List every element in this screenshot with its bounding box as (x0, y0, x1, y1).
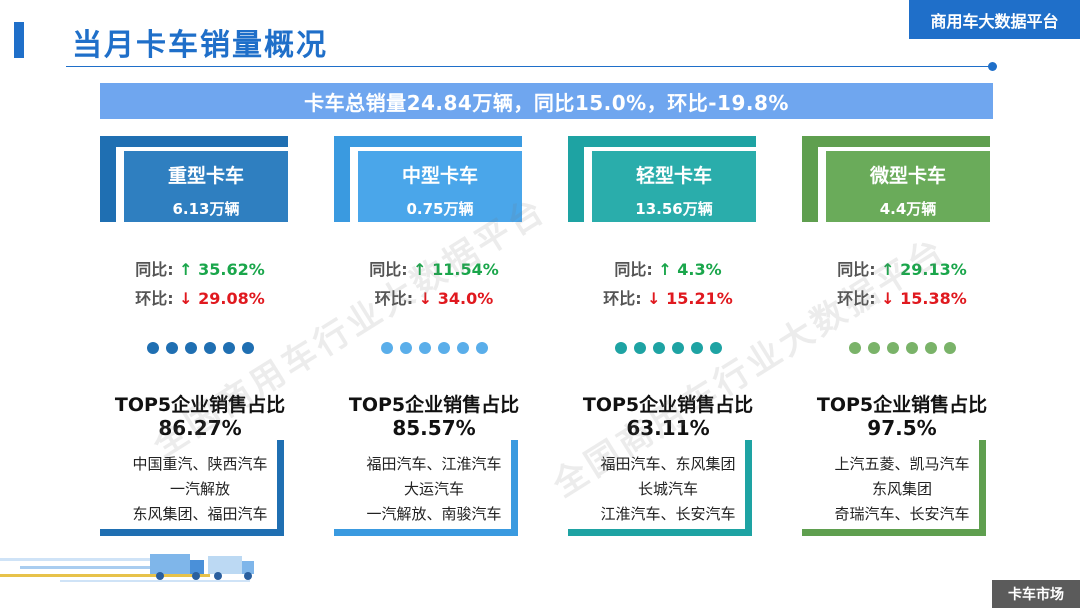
page-title: 当月卡车销量概况 (72, 28, 328, 63)
category-name: 微型卡车 (869, 165, 946, 187)
yoy-stat: 同比: ↑ 11.54% (369, 260, 499, 279)
category-light: 轻型卡车 13.56万辆 同比: ↑ 4.3% 环比: ↓ 15.21% TOP… (568, 136, 768, 546)
divider-end-dot (988, 62, 997, 71)
list-frame (568, 529, 752, 536)
title-accent-bar (14, 22, 24, 58)
mom-value: ↓ 34.0% (418, 289, 494, 308)
mom-stat: 环比: ↓ 15.38% (837, 289, 967, 308)
top5-pct: 63.11% (626, 416, 710, 440)
dot-divider (568, 342, 768, 354)
top5-pct: 86.27% (158, 416, 242, 440)
list-frame (745, 440, 752, 536)
list-frame (511, 440, 518, 536)
top5-label: TOP5企业销售占比 (114, 394, 286, 416)
list-item: 长城汽车 (637, 480, 698, 498)
list-item: 一汽解放 (169, 480, 230, 498)
category-volume: 13.56万辆 (635, 200, 713, 218)
yoy-value: ↑ 29.13% (881, 260, 967, 279)
tile-frame (802, 136, 990, 222)
category-volume: 0.75万辆 (406, 200, 474, 218)
category-tile: 微型卡车 4.4万辆 (826, 151, 990, 222)
mom-value: ↓ 29.08% (179, 289, 265, 308)
list-item: 江淮汽车、长安汽车 (600, 505, 736, 523)
category-volume: 6.13万辆 (172, 200, 240, 218)
category-name: 轻型卡车 (635, 165, 712, 187)
title-divider (66, 66, 992, 67)
yoy-stat: 同比: ↑ 4.3% (614, 260, 722, 279)
category-mini: 微型卡车 4.4万辆 同比: ↑ 29.13% 环比: ↓ 15.38% TOP… (802, 136, 1002, 546)
list-item: 上汽五菱、凯马汽车 (834, 455, 970, 473)
category-heavy: 重型卡车 6.13万辆 同比: ↑ 35.62% 环比: ↓ 29.08% TO… (100, 136, 300, 546)
list-frame (277, 440, 284, 536)
list-frame (334, 529, 518, 536)
category-medium: 中型卡车 0.75万辆 同比: ↑ 11.54% 环比: ↓ 34.0% TOP… (334, 136, 534, 546)
list-item: 福田汽车、东风集团 (600, 455, 736, 473)
top5-label: TOP5企业销售占比 (582, 394, 754, 416)
tile-frame (100, 136, 288, 222)
platform-badge: 商用车大数据平台 (909, 0, 1080, 39)
list-frame (979, 440, 986, 536)
top5-label: TOP5企业销售占比 (348, 394, 520, 416)
list-item: 福田汽车、江淮汽车 (366, 455, 502, 473)
company-list: 福田汽车、江淮汽车 大运汽车 一汽解放、南骏汽车 (334, 452, 534, 527)
list-item: 东风集团 (871, 480, 932, 498)
tile-frame (334, 136, 522, 222)
top5-pct: 85.57% (392, 416, 476, 440)
dot-divider (334, 342, 534, 354)
list-frame (100, 529, 284, 536)
mom-value: ↓ 15.21% (647, 289, 733, 308)
category-name: 重型卡车 (167, 165, 244, 187)
yoy-stat: 同比: ↑ 35.62% (135, 260, 265, 279)
list-item: 大运汽车 (403, 480, 464, 498)
yoy-stat: 同比: ↑ 29.13% (837, 260, 967, 279)
footer-tag: 卡车市场 (992, 580, 1080, 608)
mom-stat: 环比: ↓ 29.08% (135, 289, 265, 308)
category-tile: 重型卡车 6.13万辆 (124, 151, 288, 222)
yoy-value: ↑ 4.3% (658, 260, 722, 279)
summary-banner: 卡车总销量24.84万辆，同比15.0%，环比-19.8% (100, 83, 993, 119)
top5-label: TOP5企业销售占比 (816, 394, 988, 416)
company-list: 福田汽车、东风集团 长城汽车 江淮汽车、长安汽车 (568, 452, 768, 527)
list-frame (802, 529, 986, 536)
list-item: 一汽解放、南骏汽车 (366, 505, 502, 523)
list-item: 中国重汽、陕西汽车 (132, 455, 268, 473)
yoy-value: ↑ 11.54% (413, 260, 499, 279)
list-item: 东风集团、福田汽车 (132, 505, 268, 523)
mom-value: ↓ 15.38% (881, 289, 967, 308)
tile-frame (568, 136, 756, 222)
company-list: 上汽五菱、凯马汽车 东风集团 奇瑞汽车、长安汽车 (802, 452, 1002, 527)
top5-pct: 97.5% (867, 416, 937, 440)
yoy-value: ↑ 35.62% (179, 260, 265, 279)
category-name: 中型卡车 (401, 165, 478, 187)
category-tile: 中型卡车 0.75万辆 (358, 151, 522, 222)
list-item: 奇瑞汽车、长安汽车 (834, 505, 970, 523)
company-list: 中国重汽、陕西汽车 一汽解放 东风集团、福田汽车 (100, 452, 300, 527)
dot-divider (100, 342, 300, 354)
trucks-illustration-icon (0, 554, 254, 582)
mom-stat: 环比: ↓ 34.0% (374, 289, 494, 308)
mom-stat: 环比: ↓ 15.21% (603, 289, 733, 308)
dot-divider (802, 342, 1002, 354)
category-tile: 轻型卡车 13.56万辆 (592, 151, 756, 222)
category-volume: 4.4万辆 (879, 200, 937, 218)
